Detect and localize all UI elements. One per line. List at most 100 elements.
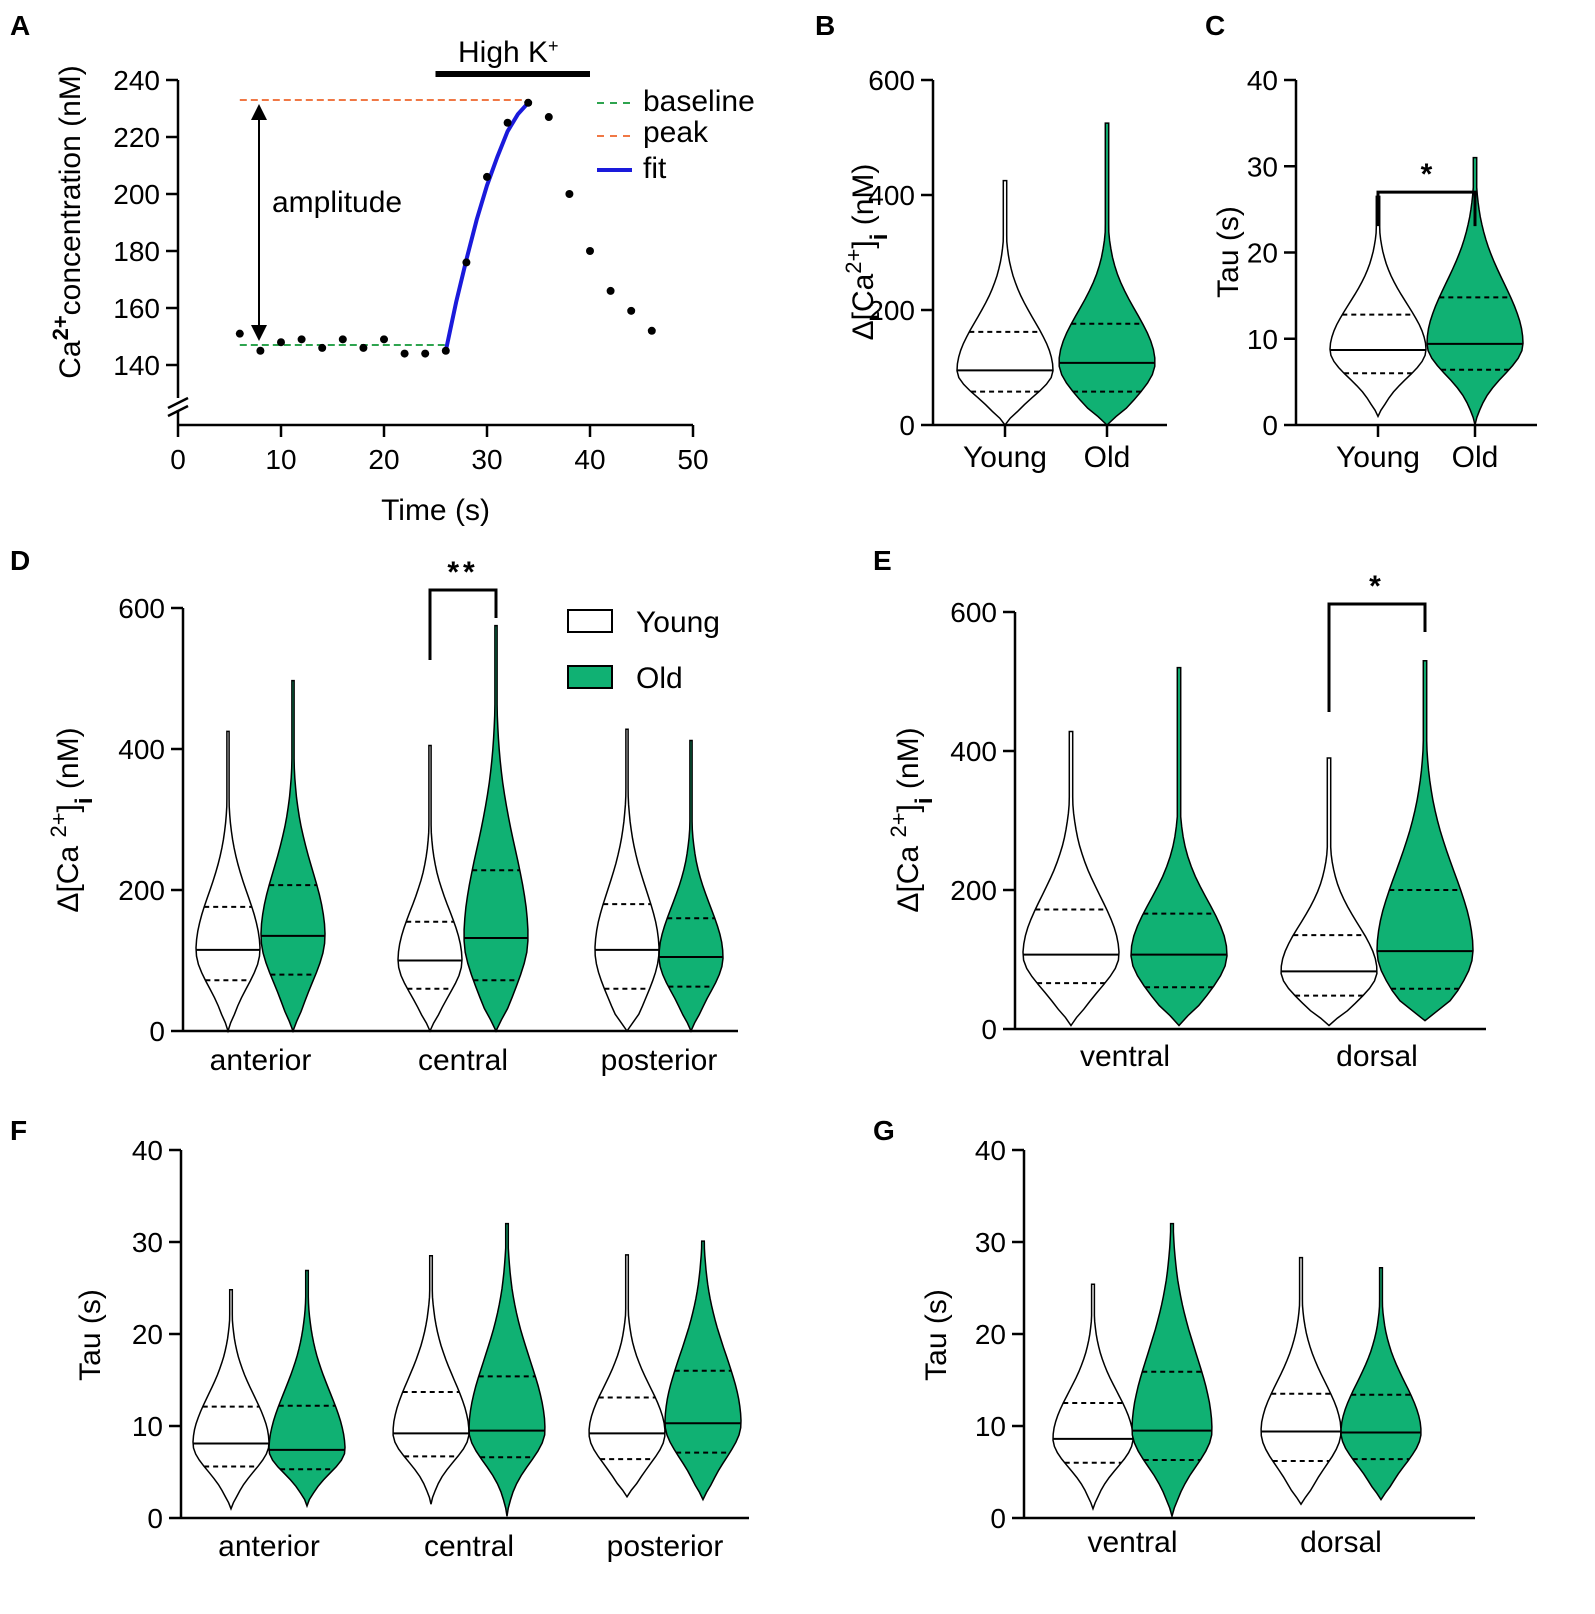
y-tick-label: 180 (113, 236, 160, 267)
panel-label: F (10, 1115, 27, 1146)
y-tick-label: 220 (113, 122, 160, 153)
data-point (235, 329, 244, 338)
data-point (256, 346, 265, 355)
legend-peak-label: peak (643, 116, 709, 149)
axis-break-mark (167, 404, 189, 418)
young-violin (956, 179, 1054, 427)
y-tick-label: 140 (113, 350, 160, 381)
y-tick-label: 600 (868, 65, 915, 96)
y-tick-label: 20 (132, 1319, 163, 1350)
stimulus-label: High K+ (458, 36, 559, 69)
y-tick-label: 0 (149, 1016, 165, 1047)
y-axis-label-base: Δ[Ca (892, 838, 925, 913)
y-axis-label-base: Δ[Ca (52, 838, 85, 913)
old-anterior-violin (260, 679, 326, 1034)
old-central-violin (463, 624, 529, 1033)
data-point (503, 118, 512, 127)
young-dorsal-violin (1280, 757, 1378, 1027)
y-tick-label: 400 (950, 736, 997, 767)
legend-young-label: Young (636, 606, 720, 639)
y-axis-label-sub: i (866, 234, 893, 241)
y-tick-label: 240 (113, 65, 160, 96)
data-point (359, 343, 368, 352)
x-category-label: dorsal (1300, 1526, 1382, 1559)
legend-old-swatch (567, 665, 613, 689)
y-tick-label: 200 (868, 295, 915, 326)
x-tick-label: 30 (471, 444, 502, 475)
old-ventral-violin (1130, 666, 1228, 1027)
old-ventral-violin (1131, 1222, 1213, 1519)
panel-label: E (873, 545, 892, 576)
young-anterior-violin (195, 730, 261, 1034)
data-point (277, 338, 285, 347)
fit-curve (443, 101, 530, 352)
old-dorsal-violin (1340, 1267, 1422, 1501)
y-axis-label-base: Δ[Ca (847, 273, 880, 340)
data-point (647, 326, 656, 335)
y-tick-label: 160 (113, 293, 160, 324)
y-axis-label-base: Ca (54, 340, 87, 379)
y-tick-label: 40 (975, 1135, 1006, 1166)
y-tick-label: 20 (1247, 238, 1278, 269)
y-tick-label: 0 (990, 1503, 1006, 1534)
young-ventral-violin (1052, 1283, 1134, 1512)
y-tick-label: 40 (132, 1135, 163, 1166)
old-posterior-violin (658, 739, 724, 1033)
y-tick-label: 600 (118, 593, 165, 624)
y-tick-label: 200 (118, 875, 165, 906)
panel-b: B 0 200 400 600 Young Old Δ[Ca2+]i (nM) (815, 10, 1167, 474)
y-axis-label-sup: 2+ (48, 315, 73, 340)
y-tick-label: 0 (147, 1503, 163, 1534)
y-axis-label-close: ] (847, 240, 880, 248)
young-central-violin (392, 1255, 470, 1505)
x-category-label: Old (1452, 441, 1499, 474)
panel-label: G (873, 1115, 895, 1146)
y-axis-label-sup: 2+ (886, 812, 911, 837)
amplitude-arrow-head-up (251, 103, 267, 120)
young-violin (1329, 195, 1427, 419)
panel-label: B (815, 10, 835, 41)
amplitude-arrow-head-down (251, 325, 267, 342)
x-tick-label: 20 (368, 444, 399, 475)
x-category-label: Young (1336, 441, 1420, 474)
panel-f: F 0 10 20 30 40 anterior central posterior Tau (s… (10, 1115, 749, 1563)
legend-old-label: Old (636, 662, 683, 695)
young-posterior-violin (594, 728, 660, 1033)
data-point (380, 335, 388, 344)
y-axis-label-sup: 2+ (46, 812, 71, 837)
significance-bracket (428, 588, 498, 660)
panel-label: D (10, 545, 30, 576)
panel-g: G 0 10 20 30 40 ventral dorsal Tau (s) (873, 1115, 1475, 1559)
y-axis-label: Tau (s) (74, 1289, 107, 1381)
x-tick-label: 10 (265, 444, 296, 475)
legend: Young Old (567, 606, 720, 695)
y-axis-label-sup: 2+ (841, 249, 866, 274)
y-tick-label: 10 (132, 1411, 163, 1442)
x-category-label: posterior (607, 1530, 724, 1563)
y-tick-label: 20 (975, 1319, 1006, 1350)
y-tick-label: 30 (975, 1227, 1006, 1258)
data-point (606, 286, 615, 295)
y-axis-label: Δ[Ca2+]i (nM) (841, 164, 893, 341)
legend-baseline-label: baseline (643, 85, 755, 118)
y-tick-label: 30 (1247, 151, 1278, 182)
x-category-label: anterior (210, 1044, 312, 1077)
y-tick-label: 400 (118, 734, 165, 765)
data-point (524, 98, 533, 107)
y-axis-label: Tau (s) (920, 1289, 953, 1381)
x-category-label: central (418, 1044, 508, 1077)
young-ventral-violin (1022, 730, 1120, 1027)
old-violin (1426, 156, 1524, 426)
panel-a: A 140 160 180 200 220 240 0 10 20 30 40 50 Time (s) Ca… (10, 10, 755, 527)
y-tick-label: 40 (1247, 65, 1278, 96)
x-category-label: ventral (1080, 1040, 1170, 1073)
data-point (462, 258, 471, 267)
panel-label: A (10, 10, 30, 41)
significance-bracket (1376, 190, 1477, 227)
x-category-label: central (424, 1530, 514, 1563)
y-tick-label: 0 (981, 1014, 997, 1045)
y-tick-label: 30 (132, 1227, 163, 1258)
y-axis-label: Tau (s) (1212, 206, 1245, 298)
